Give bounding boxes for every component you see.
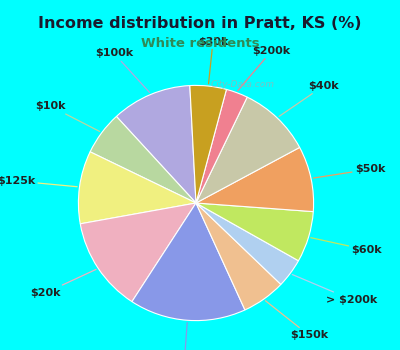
Text: $150k: $150k	[266, 301, 328, 340]
Text: Income distribution in Pratt, KS (%): Income distribution in Pratt, KS (%)	[38, 16, 362, 31]
Wedge shape	[116, 85, 196, 203]
Wedge shape	[196, 89, 247, 203]
Wedge shape	[196, 97, 300, 203]
Text: White residents: White residents	[141, 37, 259, 50]
Wedge shape	[196, 203, 298, 285]
Text: $200k: $200k	[238, 46, 291, 91]
Wedge shape	[132, 203, 245, 321]
Text: > $200k: > $200k	[292, 274, 378, 305]
Wedge shape	[90, 117, 196, 203]
Text: $20k: $20k	[30, 270, 96, 298]
Text: City-Data.com: City-Data.com	[211, 79, 275, 89]
Text: $50k: $50k	[313, 164, 385, 178]
Text: $125k: $125k	[0, 176, 77, 187]
Text: $75k: $75k	[169, 323, 199, 350]
Wedge shape	[196, 203, 281, 310]
Text: $100k: $100k	[95, 48, 150, 92]
Wedge shape	[78, 152, 196, 224]
Text: $30k: $30k	[198, 37, 228, 84]
Text: $60k: $60k	[311, 238, 382, 255]
Text: $10k: $10k	[35, 101, 100, 132]
Wedge shape	[190, 85, 226, 203]
Text: $40k: $40k	[279, 81, 339, 117]
Wedge shape	[196, 147, 314, 212]
Wedge shape	[196, 203, 313, 261]
Wedge shape	[80, 203, 196, 302]
